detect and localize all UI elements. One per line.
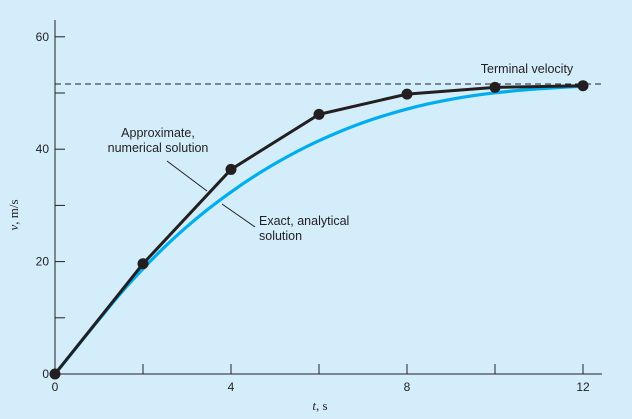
numerical-solution-point: [577, 80, 589, 92]
numerical-solution-point: [313, 108, 325, 120]
numerical-solution-points: [49, 80, 589, 380]
annotations: Approximate, numerical solution Exact, a…: [108, 126, 350, 243]
numerical-solution-point: [401, 88, 413, 100]
y-axis-label: v, m/s: [6, 199, 21, 230]
y-tick-label: 20: [36, 255, 50, 269]
series-layer: [49, 80, 589, 380]
x-tick-label: 12: [576, 380, 590, 394]
numerical-solution-point: [225, 163, 237, 175]
exact-solution-label-line2: solution: [259, 229, 302, 243]
exact-solution-label-line1: Exact, analytical: [259, 214, 349, 228]
y-tick-label: 40: [36, 142, 50, 156]
tick-labels: 0 4 8 12 0 20 40 60: [36, 30, 590, 394]
approx-solution-label-line1: Approximate,: [121, 126, 195, 140]
numerical-solution-point: [49, 368, 61, 380]
x-axis-label: t, s: [312, 398, 327, 413]
axes: 0 4 8 12 0 20 40 60: [36, 20, 602, 394]
approx-solution-label-line2: numerical solution: [108, 141, 209, 155]
numerical-solution-point: [489, 81, 501, 93]
terminal-velocity-layer: Terminal velocity: [55, 62, 602, 85]
terminal-velocity-label: Terminal velocity: [481, 62, 574, 76]
y-tick-label: 60: [36, 30, 50, 44]
exact-solution-pointer: [221, 203, 256, 228]
x-tick-label: 0: [52, 380, 59, 394]
y-tick-label: 0: [42, 367, 49, 381]
numerical-solution-point: [137, 258, 149, 270]
x-tick-label: 4: [228, 380, 235, 394]
x-tick-label: 8: [404, 380, 411, 394]
approx-solution-pointer: [166, 160, 208, 192]
